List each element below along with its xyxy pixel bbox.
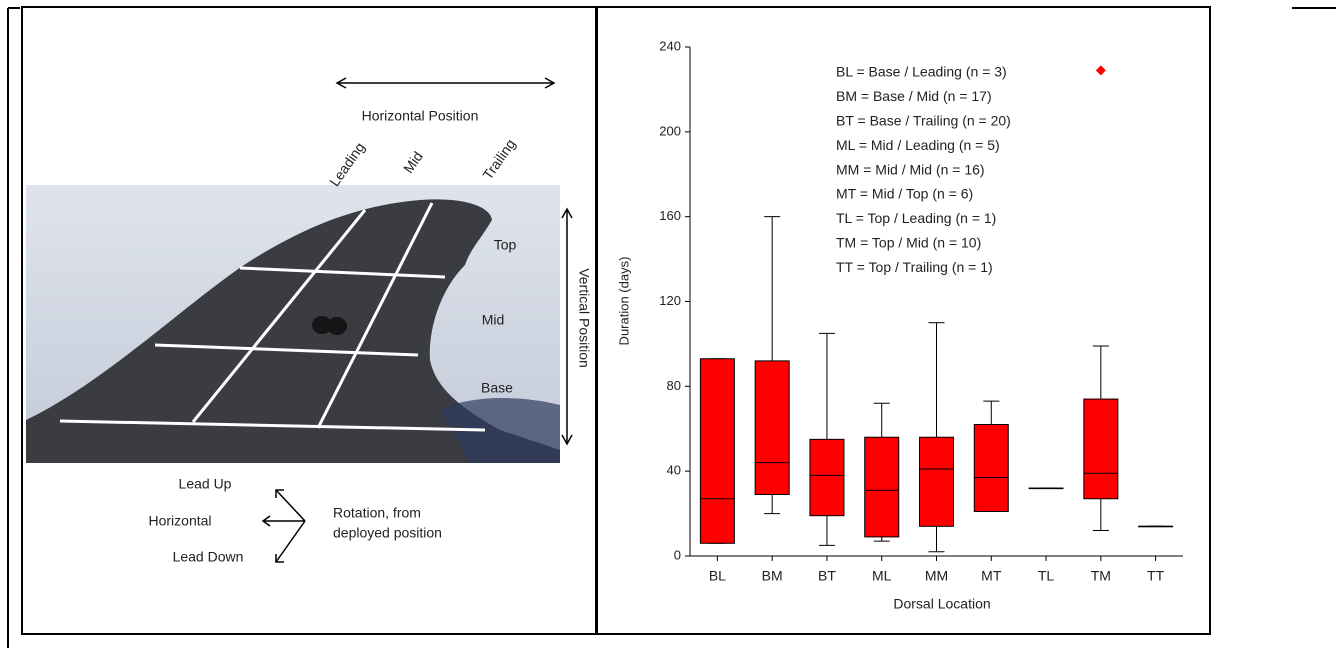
label: Trailing bbox=[479, 136, 518, 182]
label: Mid bbox=[482, 312, 505, 328]
legend-note: BT = Base / Trailing (n = 20) bbox=[836, 113, 1011, 129]
x-tick-label: MM bbox=[925, 568, 948, 584]
box bbox=[864, 436, 900, 538]
y-tick-label: 160 bbox=[659, 208, 681, 223]
tag bbox=[327, 317, 347, 335]
label: Lead Up bbox=[179, 476, 232, 492]
label: Horizontal bbox=[148, 513, 211, 529]
label: Rotation, from bbox=[333, 505, 421, 521]
y-tick-label: 200 bbox=[659, 123, 681, 138]
x-axis-title: Dorsal Location bbox=[893, 596, 990, 612]
x-tick-label: MT bbox=[981, 568, 1002, 584]
legend-note: BL = Base / Leading (n = 3) bbox=[836, 64, 1007, 80]
label: Vertical Position bbox=[576, 268, 592, 368]
label: Base bbox=[481, 380, 513, 396]
label: Mid bbox=[400, 148, 426, 176]
fin bbox=[26, 199, 560, 463]
label: Lead Down bbox=[173, 549, 244, 565]
x-tick-label: BT bbox=[818, 568, 836, 584]
x-tick-label: TT bbox=[1147, 568, 1165, 584]
box bbox=[919, 436, 954, 527]
legend-note: BM = Base / Mid (n = 17) bbox=[836, 88, 992, 104]
box bbox=[973, 424, 1009, 512]
legend-note: MM = Mid / Mid (n = 16) bbox=[836, 161, 985, 177]
fin-photo bbox=[26, 185, 560, 463]
right-panel bbox=[596, 6, 1211, 635]
legend-note: TL = Top / Leading (n = 1) bbox=[836, 210, 996, 226]
x-tick-label: ML bbox=[872, 568, 892, 584]
y-tick-label: 240 bbox=[659, 38, 681, 53]
x-tick-label: BL bbox=[709, 568, 726, 584]
box bbox=[1083, 398, 1119, 500]
x-tick-label: TM bbox=[1091, 568, 1111, 584]
outlier bbox=[1095, 65, 1106, 76]
y-tick-label: 0 bbox=[674, 547, 681, 562]
grid-overlay bbox=[59, 202, 486, 432]
label: deployed position bbox=[333, 525, 442, 541]
box bbox=[809, 438, 845, 517]
label: Leading bbox=[326, 139, 368, 189]
y-tick-label: 80 bbox=[667, 378, 681, 393]
label: Top bbox=[494, 237, 517, 253]
box bbox=[754, 360, 790, 495]
y-axis-title: Duration (days) bbox=[616, 257, 631, 346]
tag bbox=[312, 316, 332, 334]
legend-note: TT = Top / Trailing (n = 1) bbox=[836, 259, 993, 275]
arrows bbox=[261, 77, 573, 563]
x-tick-label: TL bbox=[1038, 568, 1055, 584]
legend-note: ML = Mid / Leading (n = 5) bbox=[836, 137, 1000, 153]
legend-note: MT = Mid / Top (n = 6) bbox=[836, 186, 973, 202]
wave bbox=[440, 398, 560, 463]
y-tick-label: 40 bbox=[667, 463, 681, 478]
label: Horizontal Position bbox=[362, 108, 479, 124]
legend-note: TM = Top / Mid (n = 10) bbox=[836, 235, 981, 251]
x-tick-label: BM bbox=[762, 568, 783, 584]
y-tick-label: 120 bbox=[659, 293, 681, 308]
box bbox=[699, 358, 735, 544]
